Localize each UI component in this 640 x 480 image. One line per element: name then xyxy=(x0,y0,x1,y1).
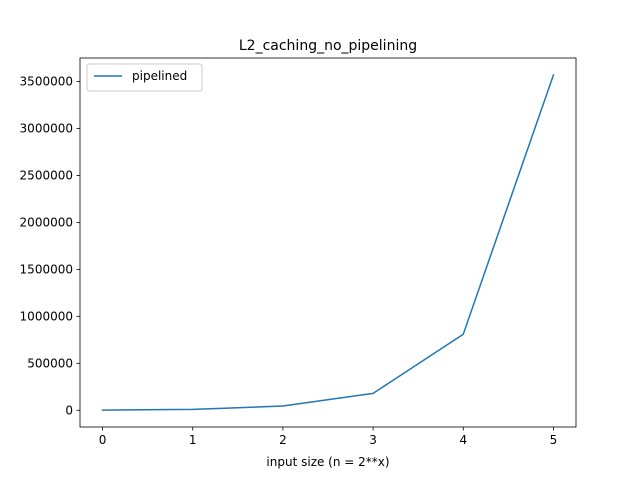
x-tick-label: 4 xyxy=(459,433,467,447)
x-axis-label: input size (n = 2**x) xyxy=(266,455,389,469)
y-tick-label: 3500000 xyxy=(20,74,73,88)
y-tick-label: 0 xyxy=(65,403,73,417)
x-tick-label: 0 xyxy=(99,433,107,447)
legend-box xyxy=(86,63,203,92)
legend-label: pipelined xyxy=(132,69,187,83)
y-tick-label: 1000000 xyxy=(20,309,73,323)
x-tick-label: 2 xyxy=(279,433,287,447)
y-tick-label: 2500000 xyxy=(20,168,73,182)
y-tick-label: 3000000 xyxy=(20,121,73,135)
axes-frame xyxy=(79,57,577,428)
legend: pipelined xyxy=(86,63,203,92)
y-tick-label: 2000000 xyxy=(20,215,73,229)
x-tick-label: 5 xyxy=(550,433,558,447)
chart-title: L2_caching_no_pipelining xyxy=(239,38,417,54)
series-line-0 xyxy=(101,73,555,411)
y-tick-label: 1500000 xyxy=(20,262,73,276)
x-tick-label: 1 xyxy=(189,433,197,447)
plot-area: 0 1 2 3 4 5 0 500000 1000000 1500000 2000000 250000… xyxy=(20,57,577,447)
x-tick-label: 3 xyxy=(369,433,377,447)
y-tick-label: 500000 xyxy=(27,356,73,370)
